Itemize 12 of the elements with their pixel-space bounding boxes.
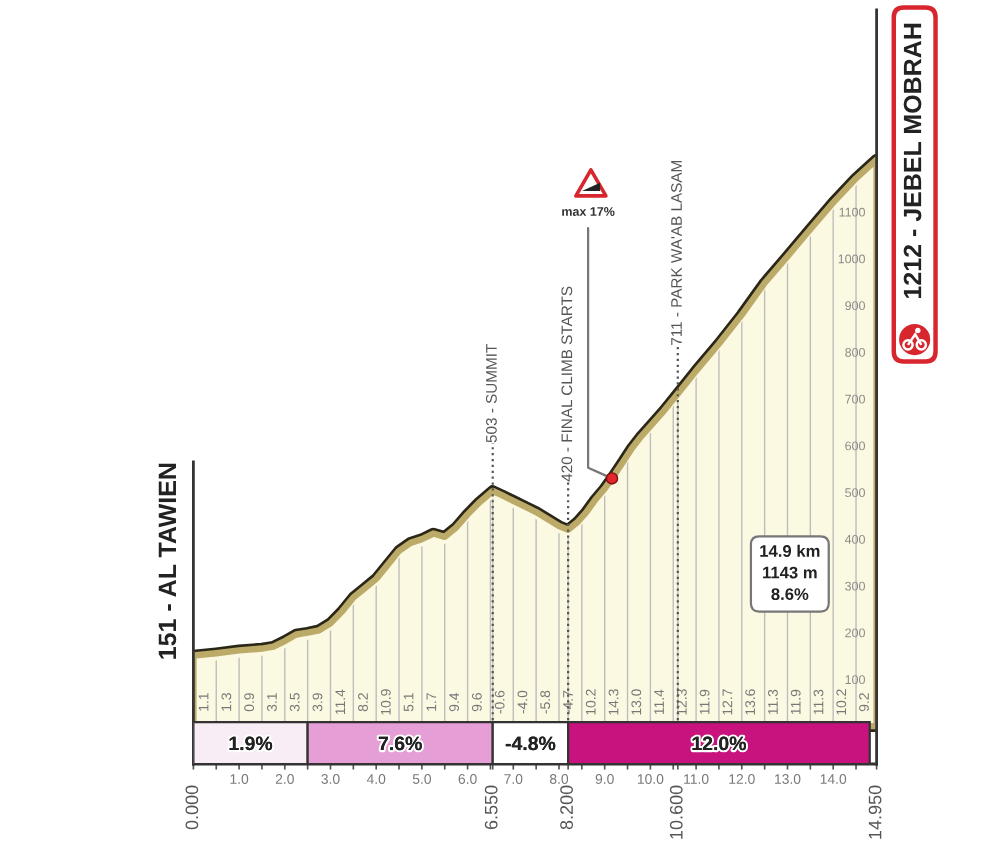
band-label: 12.0% — [692, 736, 746, 751]
annotation: 151 - AL TAWIEN — [158, 463, 177, 659]
text: 10.600 — [669, 785, 683, 839]
band-label: 1.9% — [229, 736, 273, 751]
annotation: 14.9 km 1143 m 8.6% — [760, 544, 820, 601]
annotation: 1212 - JEBEL MOBRAH — [903, 23, 922, 299]
band-label: 7.6% — [378, 736, 422, 751]
text: 0.000 — [185, 785, 199, 830]
text: 6.550 — [484, 785, 498, 830]
band-label: -4.8% — [505, 736, 556, 751]
text: 8.200 — [560, 785, 573, 830]
text: 14.950 — [868, 785, 882, 839]
